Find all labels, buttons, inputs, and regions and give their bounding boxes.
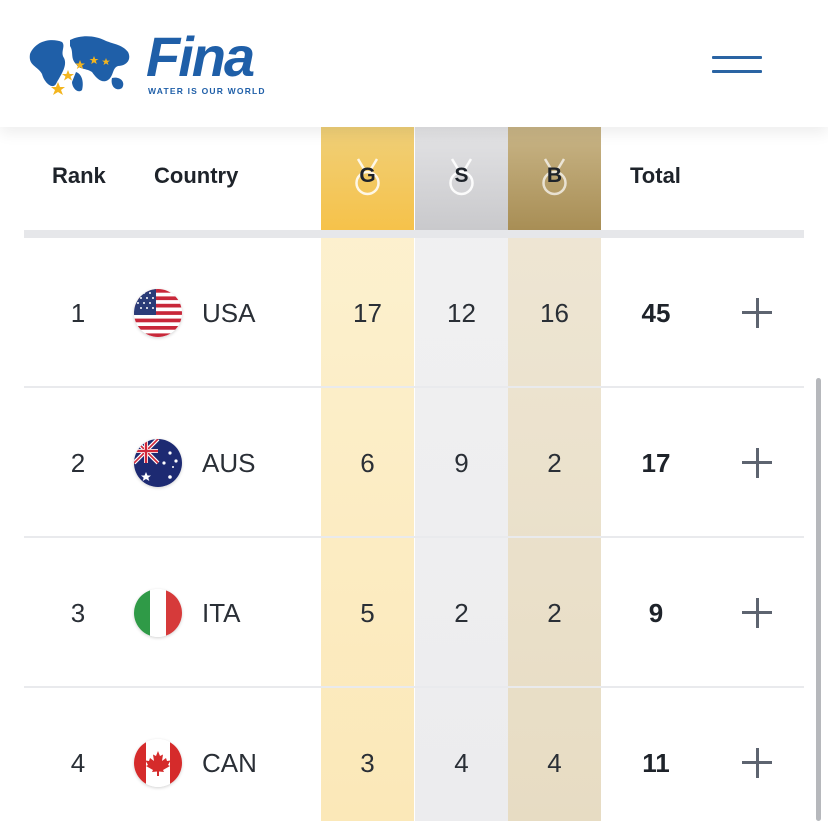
gold-label: G: [359, 164, 376, 187]
header-divider: [24, 230, 804, 238]
country-cell: CAN: [202, 748, 257, 778]
usa-flag-icon: [134, 289, 182, 337]
rank-cell: 3: [70, 598, 86, 628]
silver-count: 12: [447, 298, 476, 328]
bronze-count: 2: [547, 598, 562, 628]
italy-flag-icon: [134, 589, 182, 637]
expand-plus-icon[interactable]: [742, 748, 772, 778]
silver-column: [415, 127, 508, 821]
row-divider: [24, 386, 804, 388]
silver-column-header[interactable]: S: [415, 127, 508, 230]
gold-header-bg: [321, 127, 414, 230]
silver-header-bg: [415, 127, 508, 230]
expand-plus-icon[interactable]: [742, 298, 772, 328]
gold-count: 5: [360, 598, 375, 628]
canada-flag-icon: [134, 739, 182, 787]
table-row[interactable]: 1 USA 17 12 16: [0, 238, 828, 388]
medal-ribbon-icon: [355, 158, 380, 196]
total-count: 9: [648, 598, 664, 628]
brand-wordmark: Fina: [146, 25, 255, 88]
fina-logo[interactable]: Fina WATER IS OUR WORLD: [26, 26, 265, 100]
gold-column: [321, 127, 414, 821]
australia-flag-icon: [134, 439, 182, 487]
scrollbar[interactable]: [816, 378, 821, 821]
bronze-column-header[interactable]: B: [508, 127, 601, 230]
total-column-header[interactable]: Total: [630, 163, 681, 188]
total-count: 17: [641, 448, 671, 478]
bronze-column: [508, 127, 601, 821]
table-row[interactable]: 2 AUS 6 9 2 17: [0, 388, 828, 538]
bronze-count: 16: [540, 298, 569, 328]
rank-cell: 4: [70, 748, 86, 778]
table-row[interactable]: 3 ITA 5 2 2 9: [0, 538, 828, 688]
country-cell: AUS: [202, 448, 256, 478]
brand-tagline: WATER IS OUR WORLD: [148, 86, 266, 96]
expand-plus-icon[interactable]: [742, 448, 772, 478]
rank-cell: 2: [70, 448, 86, 478]
gold-column-header[interactable]: G: [321, 127, 414, 230]
medal-ribbon-icon: [449, 158, 474, 196]
gold-count: 17: [353, 298, 382, 328]
country-cell: USA: [202, 298, 256, 328]
expand-plus-icon[interactable]: [742, 598, 772, 628]
silver-label: S: [454, 164, 469, 187]
total-count: 11: [642, 748, 670, 778]
total-count: 45: [641, 298, 671, 328]
table-row[interactable]: 4 CAN 3 4 4 11: [0, 688, 828, 821]
gold-count: 6: [360, 448, 375, 478]
menu-line-icon: [712, 70, 762, 73]
row-divider: [24, 536, 804, 538]
bronze-header-bg: [508, 127, 601, 230]
rank-cell: 1: [70, 298, 86, 328]
country-cell: ITA: [202, 598, 241, 628]
site-header: Fina WATER IS OUR WORLD: [0, 0, 828, 127]
silver-count: 2: [454, 598, 469, 628]
silver-count: 4: [454, 748, 469, 778]
bronze-label: B: [546, 164, 563, 187]
medal-table: Rank Country G S B Total 1: [0, 127, 828, 821]
row-divider: [24, 686, 804, 688]
globe-logo-icon: [28, 35, 132, 95]
rank-column-header[interactable]: Rank: [52, 163, 106, 188]
silver-count: 9: [454, 448, 469, 478]
bronze-count: 2: [547, 448, 562, 478]
country-column-header[interactable]: Country: [154, 163, 239, 188]
menu-line-icon: [712, 56, 762, 59]
bronze-count: 4: [547, 748, 562, 778]
medal-ribbon-icon: [542, 158, 567, 196]
hamburger-menu-button[interactable]: [712, 52, 764, 78]
gold-count: 3: [360, 748, 375, 778]
